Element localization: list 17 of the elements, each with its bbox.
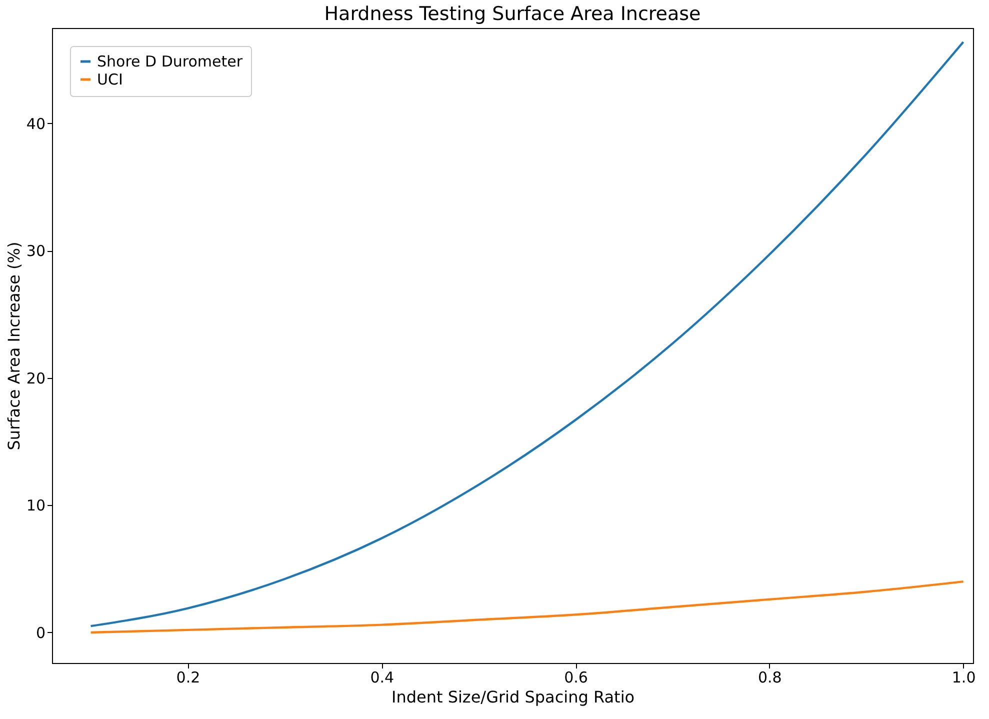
x-tick-label: 1.0 [952, 668, 976, 686]
x-tick-label: 0.6 [564, 668, 588, 686]
y-tick-label: 20 [26, 369, 46, 388]
line-series [90, 580, 964, 634]
y-tick-label: 10 [26, 496, 46, 515]
x-tick-label: 0.4 [370, 668, 394, 686]
legend-label: UCI [97, 70, 123, 88]
line-series [90, 40, 964, 628]
y-tick-label: 0 [36, 624, 46, 642]
legend-label: Shore D Durometer [97, 52, 244, 70]
x-axis-title: Indent Size/Grid Spacing Ratio [391, 688, 635, 706]
y-tick-label: 40 [26, 114, 46, 133]
x-tick-label: 0.8 [758, 668, 782, 686]
x-tick-label: 0.2 [176, 668, 200, 686]
chart-title: Hardness Testing Surface Area Increase [324, 3, 701, 25]
y-axis-title: Surface Area Increase (%) [4, 242, 24, 450]
y-tick-label: 30 [26, 242, 46, 260]
